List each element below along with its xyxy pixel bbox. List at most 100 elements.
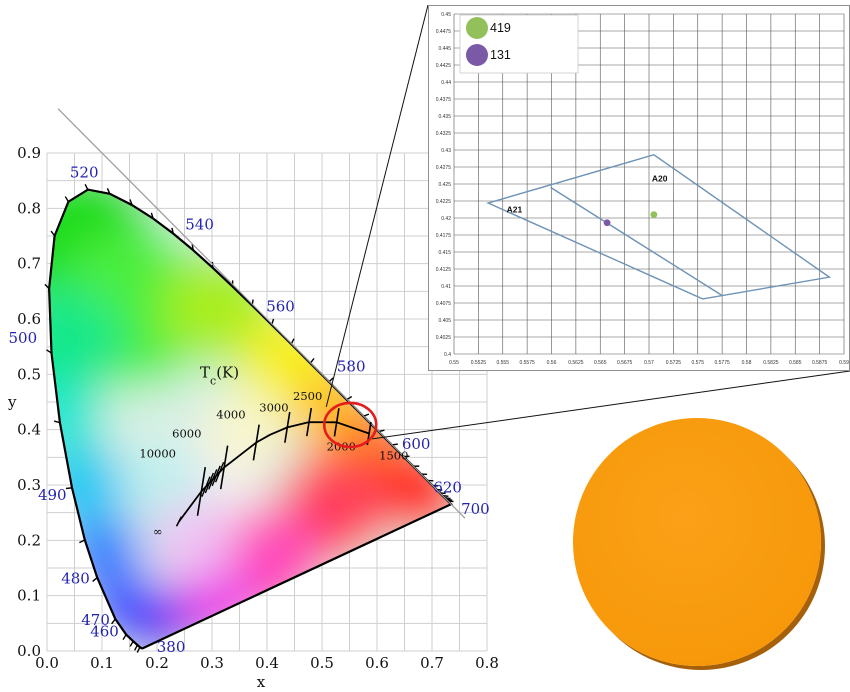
inset-points (603, 211, 658, 227)
y-tick-label: 0.0 (17, 642, 41, 660)
cct-label: 1500 (379, 448, 408, 462)
y-tick-label: 0.6 (17, 310, 41, 328)
legend-marker-131 (466, 44, 488, 66)
inset-y-tick-label: 0.41 (441, 284, 451, 290)
wavelength-tick (378, 429, 385, 433)
wavelength-tick (309, 357, 315, 364)
x-tick-label: 0.6 (365, 654, 389, 672)
wavelength-tick (444, 497, 451, 500)
y-tick-label: 0.2 (17, 531, 41, 549)
x-tick-label: 0.0 (35, 654, 59, 672)
zoom-connector-line (372, 370, 850, 440)
isotemperature-line (211, 465, 221, 487)
wavelength-tick (129, 199, 133, 206)
y-tick-label: 0.4 (17, 421, 41, 439)
wavelength-tick (191, 244, 194, 251)
inset-x-tick-label: 0.5825 (763, 360, 779, 366)
wavelength-tick (79, 539, 86, 544)
inset-y-tick-label: 0.405 (438, 318, 451, 324)
inset-x-tick-label: 0.5525 (471, 360, 487, 366)
wavelength-tick (84, 183, 89, 190)
y-tick-label: 0.8 (17, 199, 41, 217)
legend-label-131: 131 (490, 48, 511, 62)
inset-y-tick-label: 0.4475 (436, 29, 452, 35)
x-axis-label: x (257, 673, 266, 691)
inset-y-tick-label: 0.4 (444, 352, 451, 358)
wavelength-tick (111, 618, 116, 625)
wavelength-label-380: 380 (157, 638, 186, 656)
inset-x-tick-label: 0.57 (644, 360, 654, 366)
isotemperature-line (196, 467, 207, 516)
inset-y-tick-label: 0.4425 (436, 63, 452, 69)
inset-x-tick-label: 0.56 (547, 360, 557, 366)
inset-y-tick-label: 0.435 (438, 114, 451, 120)
inset-x-tick-label: 0.59 (839, 360, 849, 366)
zoom-connector-line (325, 4, 429, 408)
highlight-circle (322, 401, 378, 449)
wavelength-tick (328, 377, 334, 383)
isotemperature-line (201, 476, 211, 497)
bin-box-a21 (550, 186, 723, 297)
inset-x-tick-label: 0.555 (496, 360, 509, 366)
isotemperature-line (252, 424, 260, 461)
x-tick-label: 0.7 (420, 654, 444, 672)
inset-x-tick-label: 0.5725 (666, 360, 682, 366)
inset-y-tick-label: 0.4075 (436, 301, 452, 307)
inset-y-tick-label: 0.42 (441, 216, 451, 222)
inset-y-tick-label: 0.4275 (436, 165, 452, 171)
wavelength-tick (53, 420, 61, 424)
wavelength-tick (44, 283, 50, 290)
wavelength-label-460: 460 (90, 623, 119, 641)
isotemperature-line (208, 469, 218, 490)
isotemperature-line (333, 408, 340, 437)
inset-legend: 419 131 (459, 14, 579, 74)
wavelength-tick (122, 634, 127, 641)
inset-y-tick-label: 0.415 (438, 250, 451, 256)
inset-x-tick-label: 0.5625 (568, 360, 584, 366)
x-tick-label: 0.8 (475, 654, 499, 672)
inset-y-tick-label: 0.4225 (436, 199, 452, 205)
inset-y-tick-label: 0.445 (438, 46, 451, 52)
inset-x-tick-label: 0.58 (742, 360, 752, 366)
wavelength-tick (106, 188, 111, 195)
wavelength-tick (346, 395, 353, 401)
legend-marker-419 (466, 17, 488, 39)
cct-label: 6000 (172, 426, 201, 440)
wavelength-tick (129, 640, 134, 647)
zoom-inset-chart: 0.55 0.5525 0.555 0.5575 0.56 0.5625 0.565 0.56… (436, 12, 849, 366)
inset-x-tick-label: 0.5675 (617, 360, 633, 366)
wavelength-tick (92, 577, 98, 582)
wavelength-tick (65, 487, 73, 490)
wavelength-tick (50, 230, 56, 237)
y-tick-label: 0.3 (17, 476, 41, 494)
isotemperature-line (284, 411, 291, 443)
cct-label: 3000 (259, 400, 288, 414)
bin-label-a21: A21 (507, 205, 523, 215)
data-point-131 (603, 219, 611, 227)
wavelength-tick (363, 413, 370, 417)
isotemperature-line (175, 516, 183, 527)
x-tick-label: 0.2 (145, 654, 169, 672)
inset-x-tick-label: 0.585 (789, 360, 802, 366)
wavelength-tick (171, 227, 174, 234)
cct-label: ∞ (153, 525, 163, 539)
chromaticity-color-swatch (573, 418, 821, 666)
x-tick-label: 0.4 (255, 654, 279, 672)
y-axis-label: y (7, 393, 17, 411)
inset-y-tick-label: 0.4175 (436, 233, 452, 239)
wavelength-label-500: 500 (9, 329, 38, 347)
planckian-label: Tc(K) (200, 363, 239, 387)
isotemperature-line (219, 445, 229, 490)
isotemperature-line (214, 461, 225, 483)
cct-label: 10000 (139, 446, 176, 460)
data-point-419 (650, 211, 658, 219)
wavelength-tick (134, 644, 139, 651)
wavelength-label-480: 480 (61, 570, 90, 588)
bin-label-a20: A20 (652, 173, 668, 183)
y-tick-label: 0.1 (17, 587, 41, 605)
x-tick-label: 0.1 (90, 654, 114, 672)
wavelength-label-580: 580 (337, 358, 366, 376)
